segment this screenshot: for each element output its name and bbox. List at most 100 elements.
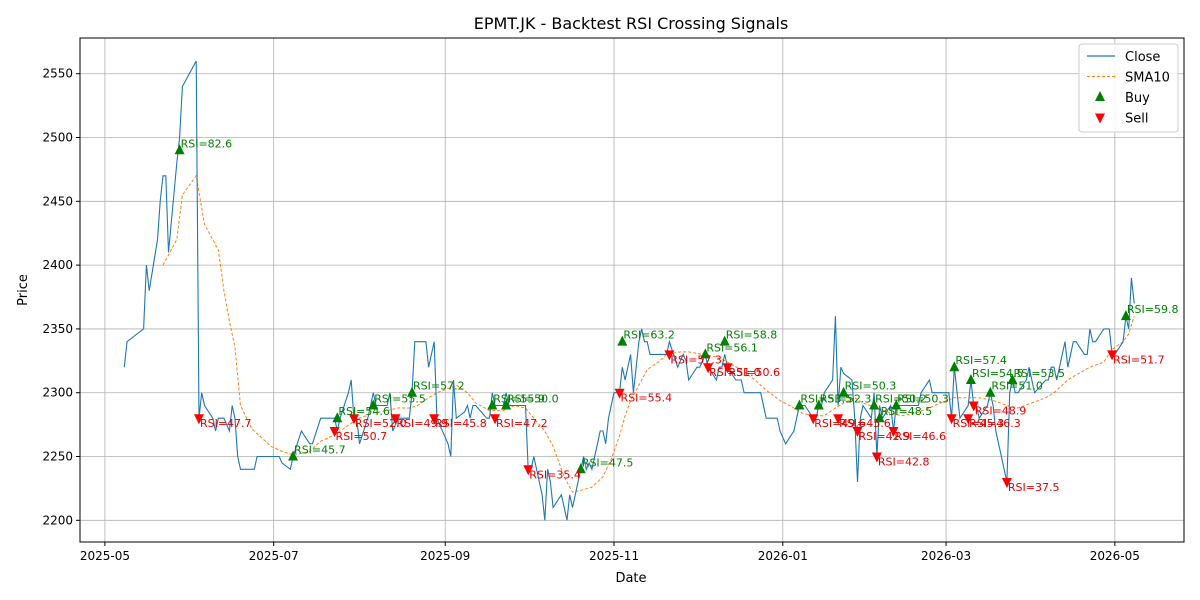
legend: Close SMA10 Buy Sell: [1078, 43, 1179, 133]
plot-frame: [79, 37, 1185, 543]
x-tick-label: 2025-11: [589, 549, 639, 563]
sell-marker: [808, 414, 819, 425]
buy-annotation: RSI=47.5: [582, 456, 634, 469]
buy-annotation: RSI=57.4: [955, 354, 1007, 367]
sell-marker: [1001, 478, 1012, 489]
sell-annotation: RSI=51.0: [709, 366, 761, 379]
buy-marker: [617, 335, 628, 346]
y-axis-label: Price: [16, 274, 31, 306]
buy-annotation: RSI=57.2: [413, 380, 465, 393]
buy-annotation: RSI=54.6: [338, 405, 390, 418]
buy-annotation: RSI=45.7: [294, 444, 346, 457]
buy-marker: [719, 335, 730, 346]
x-tick-label: 2025-07: [249, 549, 299, 563]
sell-marker: [852, 426, 863, 437]
buy-annotation: RSI=48.5: [881, 405, 933, 418]
buy-marker: [1007, 373, 1018, 384]
sell-marker: [946, 414, 957, 425]
buy-marker: [332, 412, 343, 423]
y-tick-label: 2300: [42, 386, 73, 400]
sell-marker: [888, 426, 899, 437]
sell-annotation: RSI=50.6: [728, 366, 780, 379]
buy-annotation: RSI=50.0: [507, 392, 559, 405]
sell-marker: [329, 426, 340, 437]
buy-annotation: RSI=82.6: [181, 137, 233, 150]
chart-title: EPMT.JK - Backtest RSI Crossing Signals: [474, 14, 789, 33]
buy-marker: [949, 361, 960, 372]
buy-marker: [869, 399, 880, 410]
sell-marker: [871, 452, 882, 463]
signal-markers: [174, 144, 1131, 489]
buy-marker: [965, 373, 976, 384]
buy-annotation: RSI=54.5: [972, 367, 1024, 380]
buy-annotation: RSI=58.8: [726, 329, 778, 342]
x-tick-label: 2025-05: [80, 549, 130, 563]
sell-marker: [390, 414, 401, 425]
sell-annotation: RSI=57.3: [670, 353, 722, 366]
buy-marker: [891, 399, 902, 410]
y-tick-label: 2400: [42, 258, 73, 272]
sma10-line: [162, 174, 1135, 493]
sell-marker: [1107, 350, 1118, 361]
sell-marker: [963, 414, 974, 425]
buy-annotation: RSI=59.8: [1127, 303, 1179, 316]
signal-annotations: RSI=82.6 RSI=45.7 RSI=54.6RSI=55.5RSI=57.2…: [181, 137, 1179, 494]
buy-annotation: RSI=50.2: [875, 392, 927, 405]
legend-buy-swatch: [1095, 91, 1105, 101]
sell-marker: [490, 414, 501, 425]
x-axis-label: Date: [615, 571, 646, 586]
legend-box: [1078, 43, 1179, 133]
buy-marker: [985, 386, 996, 397]
sell-marker: [348, 414, 359, 425]
buy-annotation: RSI=53.5: [800, 392, 852, 405]
buy-marker: [874, 412, 885, 423]
buy-annotation: RSI=55.9: [493, 392, 545, 405]
x-axis-ticks: 2025-05 2025-07 2025-09 2025-11 2026-01 2026-…: [80, 542, 1140, 563]
buy-annotation: RSI=50.3: [897, 392, 949, 405]
buy-marker: [487, 399, 498, 410]
buy-annotation: RSI=56.1: [706, 341, 758, 354]
buy-marker: [288, 450, 299, 461]
sell-annotation: RSI=45.3: [953, 417, 1005, 430]
sell-annotation: RSI=42.8: [878, 456, 930, 469]
sell-marker: [722, 363, 733, 374]
legend-sell-swatch: [1095, 113, 1105, 124]
x-tick-label: 2026-01: [758, 549, 808, 563]
sell-annotation: RSI=35.4: [529, 468, 581, 481]
sell-annotation: RSI=55.4: [621, 392, 673, 405]
y-tick-label: 2500: [42, 131, 73, 145]
buy-marker: [174, 144, 185, 155]
x-tick-label: 2026-05: [1090, 549, 1140, 563]
y-tick-label: 2550: [42, 67, 73, 81]
sell-marker: [703, 363, 714, 374]
legend-label: Buy: [1125, 91, 1150, 106]
sell-annotation: RSI=50.7: [336, 430, 388, 443]
sell-annotation: RSI=52.0: [355, 417, 407, 430]
buy-annotation: RSI=51.0: [991, 380, 1043, 393]
buy-marker: [407, 386, 418, 397]
legend-label: SMA10: [1125, 71, 1170, 86]
grid: [80, 38, 1184, 542]
sell-marker: [614, 388, 625, 399]
buy-marker: [838, 386, 849, 397]
buy-annotation: RSI=63.2: [623, 329, 675, 342]
sell-marker: [833, 414, 844, 425]
buy-marker: [794, 399, 805, 410]
buy-marker: [368, 399, 379, 410]
sell-annotation: RSI=42.9: [859, 430, 911, 443]
y-tick-label: 2250: [42, 450, 73, 464]
sell-annotation: RSI=46.3: [969, 417, 1021, 430]
sell-marker: [523, 465, 534, 476]
sell-marker: [193, 414, 204, 425]
sell-annotation: RSI=51.7: [1113, 353, 1165, 366]
sell-marker: [664, 350, 675, 361]
sell-annotation: RSI=45.8: [435, 417, 487, 430]
legend-label: Close: [1125, 50, 1160, 65]
buy-annotation: RSI=52.3: [820, 392, 872, 405]
buy-marker: [1120, 310, 1131, 321]
sma-layer: [162, 174, 1135, 493]
y-tick-label: 2350: [42, 322, 73, 336]
buy-annotation: RSI=53.5: [1013, 367, 1065, 380]
